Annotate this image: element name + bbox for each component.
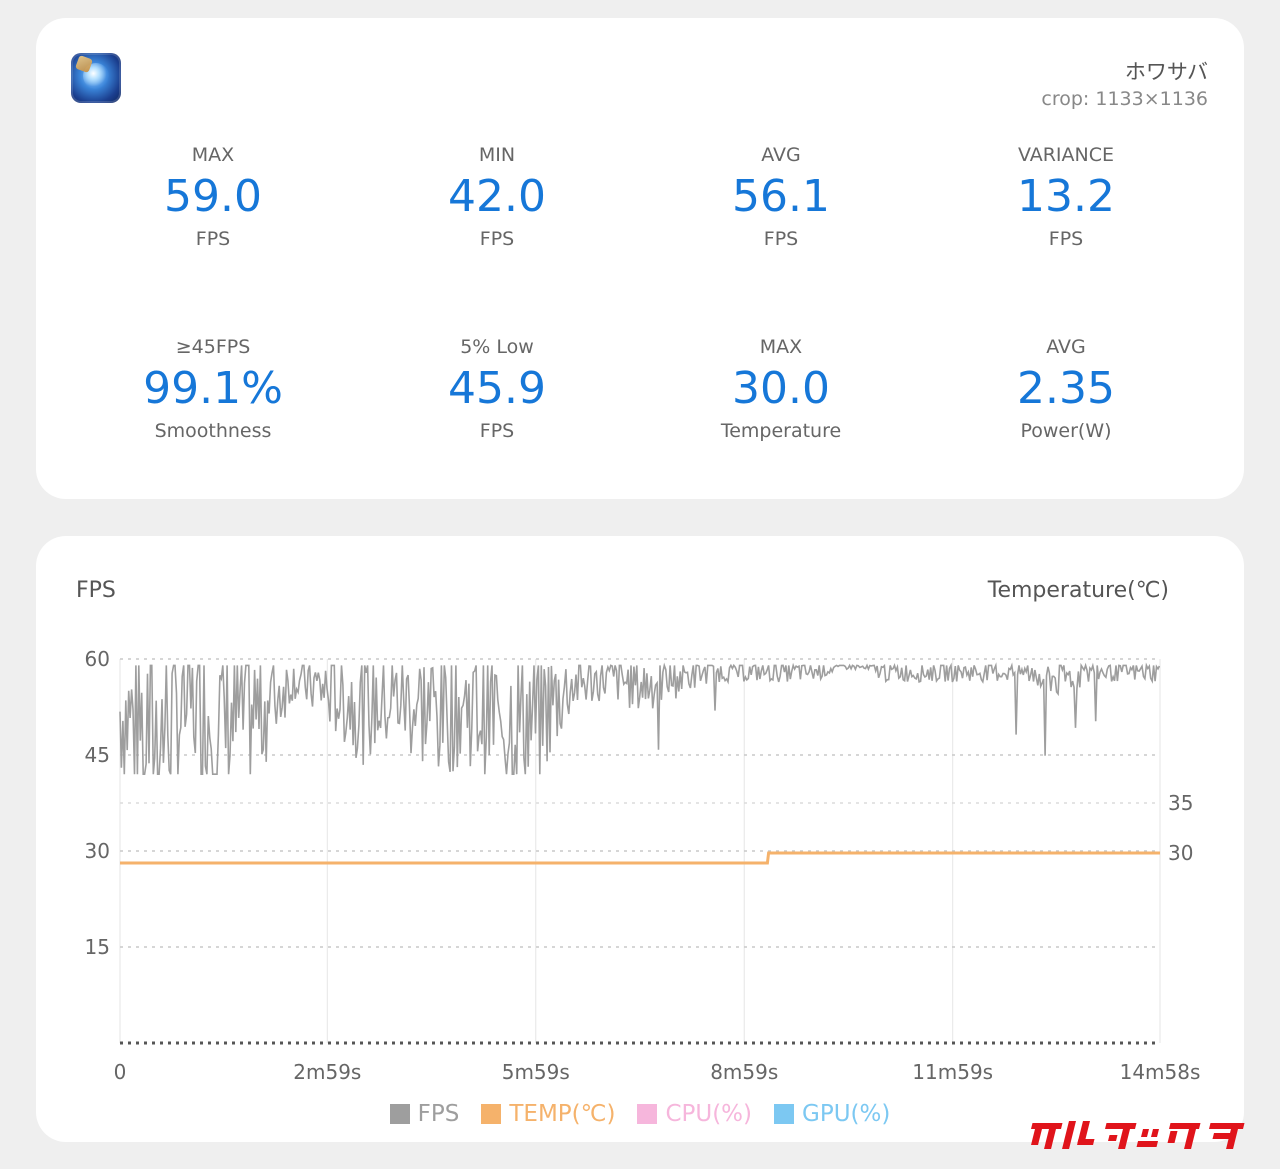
x-tick-label: 5m59s (502, 1060, 570, 1084)
performance-chart[interactable]: 0 2m59s 5m59s 8m59s 11m59s 14m58s 60 45 30 15 35 30 (36, 536, 1244, 1096)
y-tick-label: 60 (85, 647, 110, 671)
y-tick-label: 15 (85, 935, 110, 959)
stat-unit: Temperature (720, 420, 842, 442)
stat-max-fps: MAX 59.0 FPS (83, 142, 343, 252)
stat-unit: Smoothness (154, 420, 272, 442)
stat-label: ≥45FPS (175, 336, 251, 358)
stat-unit: FPS (195, 228, 231, 250)
y2-tick-label: 35 (1168, 791, 1193, 815)
stat-value: 99.1% (143, 363, 283, 414)
stat-value: 2.35 (1017, 363, 1115, 414)
stat-unit: Power(W) (1020, 420, 1112, 442)
stat-max-temperature: MAX 30.0 Temperature (651, 334, 911, 444)
stat-smoothness: ≥45FPS 99.1% Smoothness (83, 334, 343, 444)
chart-legend: FPS TEMP(℃) CPU(%) GPU(%) (36, 1098, 1244, 1130)
chart-card: FPS Temperature(℃) 0 2m59s 5m59s 8m59s 11m59… (36, 536, 1244, 1142)
stat-unit: FPS (763, 228, 799, 250)
stat-label: AVG (761, 144, 801, 166)
legend-label: GPU(%) (802, 1101, 891, 1127)
stat-label: VARIANCE (1017, 144, 1115, 166)
legend-label: CPU(%) (665, 1101, 753, 1127)
x-tick-label: 14m58s (1120, 1060, 1201, 1084)
app-name: ホワサバ (1124, 60, 1208, 84)
legend-item-gpu[interactable]: GPU(%) (774, 1101, 890, 1127)
stat-label: MIN (478, 144, 516, 166)
stat-value: 13.2 (1017, 171, 1115, 222)
legend-label: TEMP(℃) (509, 1101, 616, 1127)
stat-unit: FPS (1048, 228, 1084, 250)
stat-label: 5% Low (460, 336, 534, 358)
y2-tick-label: 30 (1168, 841, 1193, 865)
stat-label: MAX (759, 336, 803, 358)
fps-line (119, 662, 1161, 775)
stat-min-fps: MIN 42.0 FPS (367, 142, 627, 252)
stat-value: 45.9 (448, 363, 546, 414)
stat-avg-power: AVG 2.35 Power(W) (936, 334, 1196, 444)
y-tick-label: 45 (85, 743, 110, 767)
game-icon[interactable] (71, 53, 121, 103)
fps-axis-title: FPS (76, 578, 116, 603)
stat-5pct-low: 5% Low 45.9 FPS (367, 334, 627, 444)
x-tick-label: 0 (114, 1060, 127, 1084)
legend-item-temp[interactable]: TEMP(℃) (481, 1101, 615, 1127)
temperature-line (120, 851, 1160, 865)
crop-note: crop: 1133×1136 (1041, 88, 1208, 110)
stat-value: 42.0 (448, 171, 546, 222)
x-tick-label: 8m59s (710, 1060, 778, 1084)
legend-swatch (774, 1104, 795, 1124)
legend-swatch (637, 1104, 658, 1124)
legend-swatch (389, 1104, 410, 1124)
stat-label: AVG (1046, 336, 1086, 358)
stat-avg-fps: AVG 56.1 FPS (651, 142, 911, 252)
watermark-logo (1031, 1121, 1245, 1149)
stat-unit: FPS (479, 228, 515, 250)
legend-item-fps[interactable]: FPS (389, 1101, 460, 1127)
legend-label: FPS (417, 1101, 460, 1127)
stat-label: MAX (191, 144, 235, 166)
stat-unit: FPS (479, 420, 515, 442)
x-tick-label: 2m59s (293, 1060, 361, 1084)
legend-item-cpu[interactable]: CPU(%) (637, 1101, 752, 1127)
y-tick-label: 30 (85, 839, 110, 863)
x-tick-label: 11m59s (912, 1060, 993, 1084)
stat-value: 56.1 (732, 171, 830, 222)
temperature-axis-title: Temperature(℃) (987, 578, 1169, 603)
stat-value: 59.0 (164, 171, 262, 222)
legend-swatch (481, 1104, 502, 1124)
stats-card: ホワサバ crop: 1133×1136 MAX 59.0 FPS MIN 42… (36, 18, 1244, 499)
stat-variance: VARIANCE 13.2 FPS (936, 142, 1196, 252)
stat-value: 30.0 (732, 363, 830, 414)
